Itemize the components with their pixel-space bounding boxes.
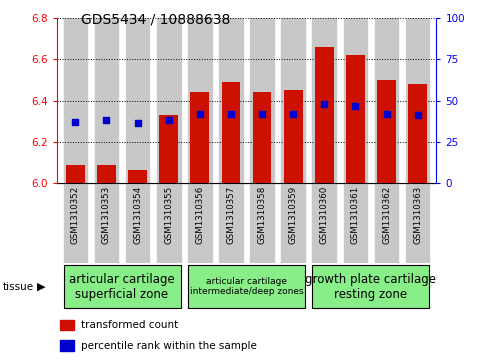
Point	[103, 118, 110, 123]
Bar	[250, 183, 274, 263]
Bar	[344, 18, 367, 183]
Point	[165, 118, 173, 123]
Bar	[377, 80, 396, 183]
Point	[352, 103, 359, 109]
Bar	[375, 18, 398, 183]
Bar	[222, 82, 240, 183]
Text: ▶: ▶	[37, 282, 45, 292]
Bar	[126, 18, 149, 183]
Bar	[128, 170, 147, 183]
Text: tissue: tissue	[2, 282, 34, 292]
Bar	[61, 340, 74, 351]
Text: GSM1310363: GSM1310363	[413, 186, 422, 244]
Bar	[61, 320, 74, 330]
FancyBboxPatch shape	[64, 265, 180, 309]
Bar	[315, 47, 334, 183]
Bar	[282, 18, 305, 183]
Bar	[253, 93, 271, 183]
FancyBboxPatch shape	[313, 265, 429, 309]
Text: GSM1310361: GSM1310361	[351, 186, 360, 244]
Bar	[284, 90, 303, 183]
Bar	[66, 165, 85, 183]
Bar	[313, 18, 336, 183]
Bar	[64, 18, 87, 183]
Text: GSM1310355: GSM1310355	[164, 186, 173, 244]
Bar	[375, 183, 398, 263]
Text: GSM1310358: GSM1310358	[257, 186, 267, 244]
Point	[134, 121, 141, 126]
Bar	[126, 183, 149, 263]
Text: GSM1310359: GSM1310359	[289, 186, 298, 244]
Bar	[406, 183, 429, 263]
Bar	[95, 183, 118, 263]
Bar	[188, 18, 211, 183]
Text: GSM1310360: GSM1310360	[320, 186, 329, 244]
Point	[196, 111, 204, 117]
Bar	[159, 115, 178, 183]
Bar	[219, 183, 243, 263]
Text: growth plate cartilage
resting zone: growth plate cartilage resting zone	[306, 273, 436, 301]
Bar	[282, 183, 305, 263]
Text: GSM1310362: GSM1310362	[382, 186, 391, 244]
Text: GSM1310354: GSM1310354	[133, 186, 142, 244]
Point	[320, 101, 328, 107]
Text: GDS5434 / 10888638: GDS5434 / 10888638	[81, 13, 231, 27]
Text: GSM1310357: GSM1310357	[226, 186, 236, 244]
Bar	[250, 18, 274, 183]
Point	[289, 111, 297, 117]
Text: articular cartilage
intermediate/deep zones: articular cartilage intermediate/deep zo…	[190, 277, 303, 297]
Bar	[344, 183, 367, 263]
Point	[71, 119, 79, 125]
Point	[258, 111, 266, 117]
Point	[414, 112, 422, 118]
Bar	[313, 183, 336, 263]
Bar	[346, 55, 365, 183]
Bar	[406, 18, 429, 183]
Bar	[188, 183, 211, 263]
Bar	[408, 84, 427, 183]
Bar	[157, 18, 180, 183]
Point	[383, 111, 390, 117]
Bar	[64, 183, 87, 263]
FancyBboxPatch shape	[188, 265, 305, 309]
Text: articular cartilage
superficial zone: articular cartilage superficial zone	[69, 273, 175, 301]
Bar	[219, 18, 243, 183]
Text: transformed count: transformed count	[81, 320, 178, 330]
Text: percentile rank within the sample: percentile rank within the sample	[81, 341, 257, 351]
Text: GSM1310353: GSM1310353	[102, 186, 111, 244]
Bar	[157, 183, 180, 263]
Text: GSM1310356: GSM1310356	[195, 186, 204, 244]
Bar	[97, 165, 116, 183]
Point	[227, 111, 235, 117]
Bar	[95, 18, 118, 183]
Bar	[190, 93, 209, 183]
Text: GSM1310352: GSM1310352	[71, 186, 80, 244]
